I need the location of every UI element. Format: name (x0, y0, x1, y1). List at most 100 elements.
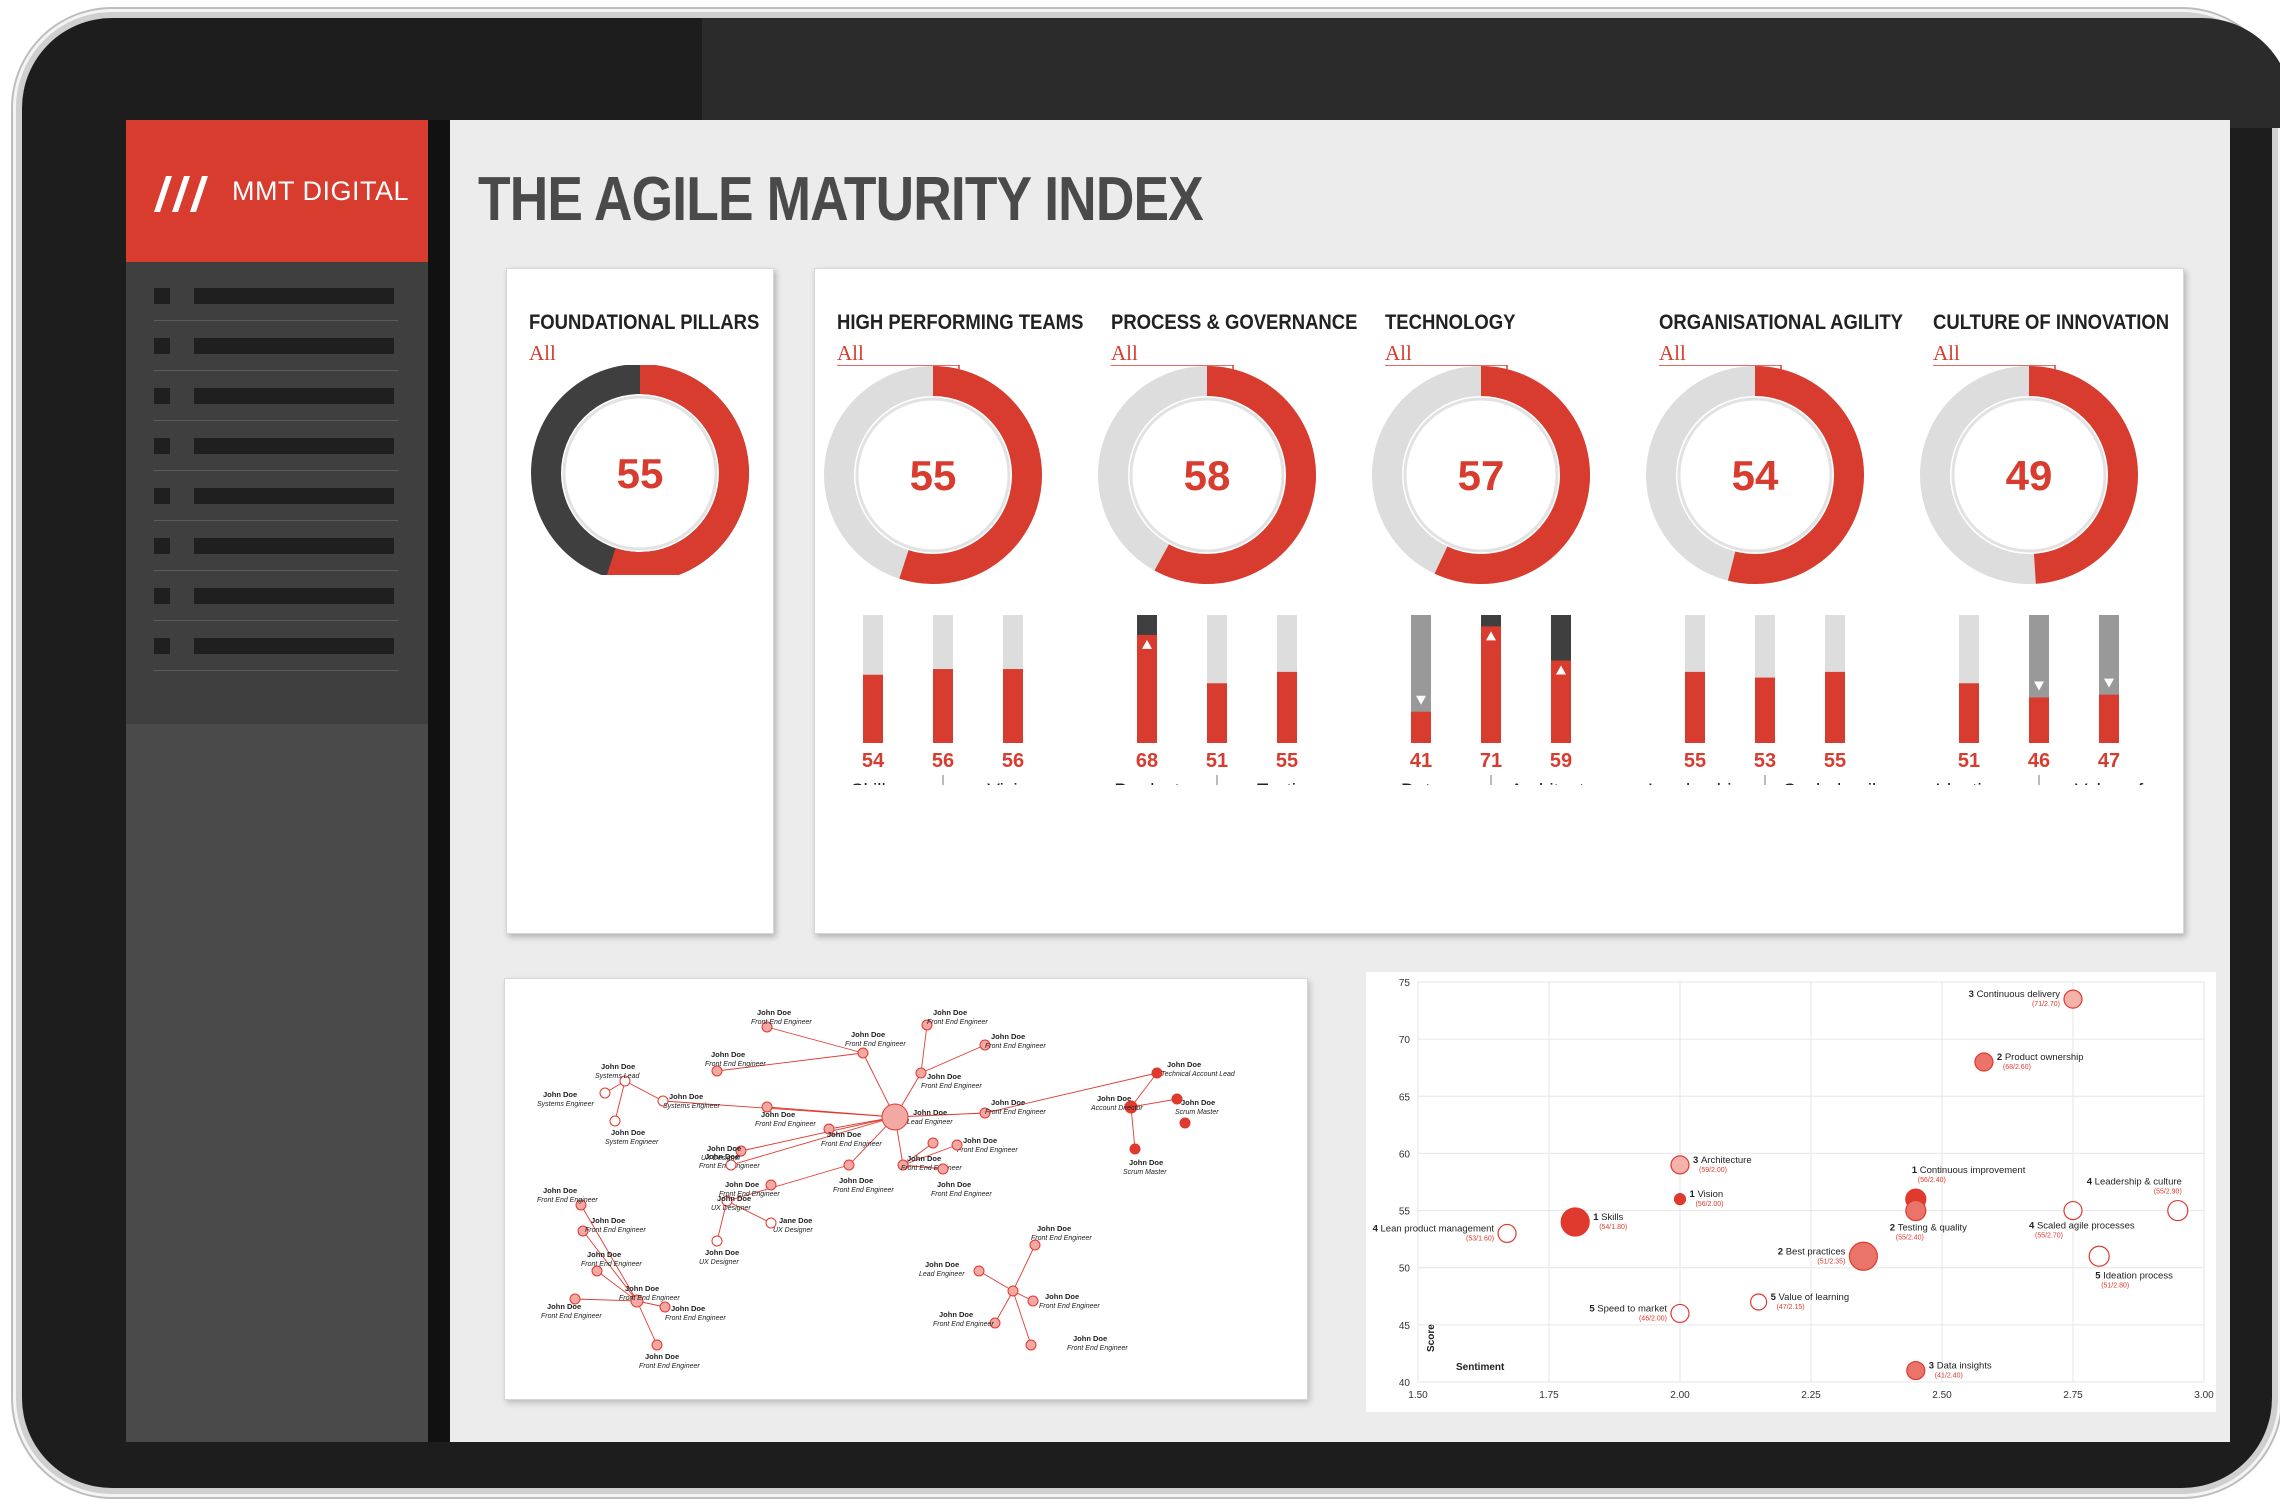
sidebar-item-8[interactable] (154, 620, 398, 671)
network-node[interactable] (937, 1163, 949, 1175)
network-node[interactable] (591, 1265, 603, 1277)
scatter-point[interactable] (1670, 1155, 1690, 1175)
network-node[interactable] (843, 1159, 855, 1171)
scatter-point[interactable] (2088, 1245, 2110, 1267)
network-person-name: John Doe (913, 1108, 947, 1117)
pillar-donut-score: 58 (1184, 452, 1231, 499)
pillar-donut-center (1403, 397, 1559, 553)
network-node[interactable] (657, 1095, 669, 1107)
network-node[interactable] (1129, 1143, 1141, 1155)
network-node[interactable] (609, 1115, 621, 1127)
network-node[interactable] (599, 1087, 611, 1099)
pillar-filter[interactable]: All (837, 341, 864, 365)
sidebar-item-2[interactable] (154, 320, 398, 371)
network-person-role: Front End Engineer (1031, 1235, 1092, 1242)
network-node[interactable] (735, 1145, 747, 1157)
network-node[interactable] (721, 1195, 733, 1207)
scatter-point[interactable] (1560, 1207, 1590, 1237)
network-node[interactable] (927, 1137, 939, 1149)
pillar-bar-value: 51 (1958, 750, 1980, 772)
network-node[interactable] (651, 1339, 663, 1351)
network-person-name: John Doe (1045, 1292, 1079, 1301)
sidebar-item-3[interactable] (154, 370, 398, 421)
network-link (726, 1164, 850, 1202)
network-node[interactable] (921, 1019, 933, 1031)
network-node[interactable] (823, 1123, 835, 1135)
brand-name: MMT DIGITAL (232, 176, 410, 206)
pillar-bar-fill (933, 669, 953, 743)
network-node[interactable] (575, 1199, 587, 1211)
sidebar-item-5[interactable] (154, 470, 398, 521)
network-node[interactable] (630, 1294, 644, 1308)
network-node[interactable] (761, 1101, 773, 1113)
pillar-filter[interactable]: All (1933, 341, 1960, 365)
scatter-ytick: 50 (1399, 1264, 1411, 1275)
scatter-point[interactable] (1497, 1223, 1517, 1244)
network-link (662, 1100, 896, 1118)
pillar-bar-value: 54 (862, 750, 885, 772)
network-person-role: Front End Engineer (921, 1083, 982, 1090)
network-node[interactable] (897, 1159, 909, 1171)
network-node[interactable] (659, 1301, 671, 1313)
network-node[interactable] (1151, 1067, 1163, 1079)
pillar-filter[interactable]: All (1659, 341, 1686, 365)
pillar-filter[interactable]: All (1385, 341, 1412, 365)
network-node[interactable] (979, 1039, 991, 1051)
network-node[interactable] (577, 1225, 589, 1237)
network-node[interactable] (915, 1067, 927, 1079)
network-node[interactable] (711, 1065, 723, 1077)
sidebar-item-7[interactable] (154, 570, 398, 621)
pillar-bar-label: Leadership (1648, 781, 1742, 785)
sidebar-item-6[interactable] (154, 520, 398, 571)
network-person-name: John Doe (991, 1098, 1025, 1107)
network-node[interactable] (1171, 1093, 1183, 1105)
network-node[interactable] (881, 1103, 909, 1131)
network-node[interactable] (1179, 1117, 1191, 1129)
network-person-name: John Doe (761, 1110, 795, 1119)
network-node[interactable] (619, 1075, 631, 1087)
scatter-point[interactable] (1905, 1199, 1927, 1222)
scatter-point[interactable] (2167, 1199, 2189, 1222)
square-bullet-icon (154, 438, 170, 454)
network-node[interactable] (989, 1317, 1001, 1329)
scatter-point[interactable] (2063, 989, 2083, 1009)
sidebar-item-placeholder (194, 338, 394, 354)
scatter-point[interactable] (1906, 1360, 1926, 1381)
scatter-point[interactable] (1974, 1052, 1994, 1072)
network-node[interactable] (765, 1179, 777, 1191)
sidebar-item-1[interactable] (154, 270, 398, 321)
network-person-name: John Doe (927, 1072, 961, 1081)
foundational-filter[interactable]: All (529, 341, 556, 365)
network-node[interactable] (1007, 1285, 1019, 1297)
network-node[interactable] (1025, 1339, 1037, 1351)
network-node[interactable] (951, 1139, 963, 1151)
network-node[interactable] (1029, 1239, 1041, 1251)
scatter-point[interactable] (1848, 1241, 1878, 1271)
scatter-point[interactable] (1670, 1303, 1690, 1324)
scatter-point[interactable] (2063, 1200, 2083, 1221)
square-bullet-icon (154, 338, 170, 354)
network-person-role: Front End Engineer (619, 1295, 680, 1302)
scatter-point[interactable] (1673, 1193, 1687, 1206)
network-node[interactable] (1027, 1295, 1039, 1307)
network-node[interactable] (973, 1265, 985, 1277)
scatter-point-detail: (47/2.15) (1777, 1304, 1805, 1311)
network-node[interactable] (765, 1217, 777, 1229)
trend-down-icon (2104, 678, 2114, 688)
network-person-role: Systems Lead (595, 1073, 640, 1080)
network-node[interactable] (711, 1235, 723, 1247)
network-node[interactable] (979, 1107, 991, 1119)
pillar-filter[interactable]: All (1111, 341, 1138, 365)
network-person-role: Front End Engineer (665, 1315, 726, 1322)
brand-header[interactable]: MMT DIGITAL (126, 120, 428, 262)
scatter-point[interactable] (1750, 1293, 1768, 1311)
network-node[interactable] (1124, 1100, 1138, 1114)
sidebar-item-4[interactable] (154, 420, 398, 471)
network-node[interactable] (725, 1159, 737, 1171)
pillar-donut-score: 57 (1458, 452, 1505, 499)
network-node[interactable] (857, 1047, 869, 1059)
sidebar-divider (428, 120, 450, 1442)
pillar-chart: 4951Ideationprocess46Speed tomarket47Val… (1920, 365, 2144, 785)
network-node[interactable] (569, 1293, 581, 1305)
network-node[interactable] (761, 1021, 773, 1033)
